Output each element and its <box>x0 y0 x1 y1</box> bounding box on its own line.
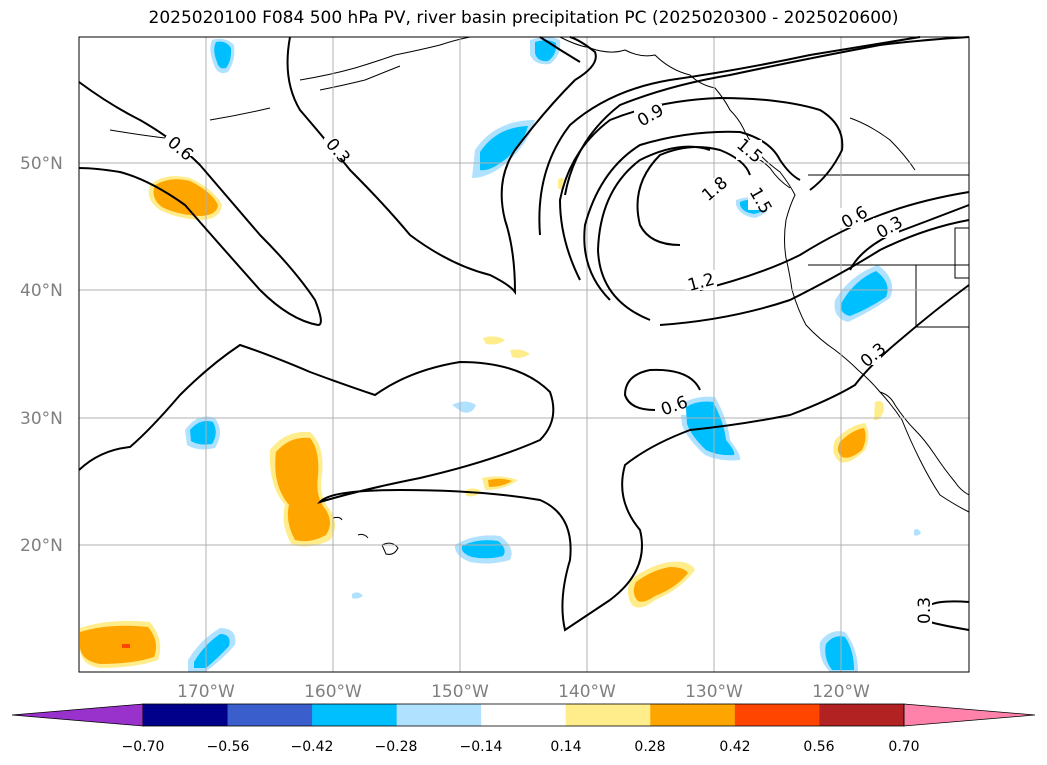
colorbar-tick-label: −0.70 <box>122 739 165 755</box>
colorbar-segment <box>565 704 651 726</box>
colorbar <box>11 703 1036 727</box>
colorbar-extend-high <box>903 703 1036 727</box>
colorbar-segment <box>734 704 820 726</box>
colorbar-segment <box>143 704 229 726</box>
lat-label: 30°N <box>20 409 63 429</box>
lat-label: 20°N <box>20 536 63 556</box>
contour-label: 0.3 <box>915 597 935 624</box>
lon-label: 120°W <box>812 682 870 702</box>
lat-label: 50°N <box>20 154 63 174</box>
lat-label: 40°N <box>20 281 63 301</box>
colorbar-segment <box>819 704 905 726</box>
positive-precip-regions <box>80 176 884 668</box>
colorbar-segment <box>481 704 567 726</box>
lon-label: 160°W <box>304 682 362 702</box>
lon-label: 170°W <box>177 682 235 702</box>
colorbar-tick-label: 0.42 <box>719 739 750 755</box>
colorbar-tick-label: −0.42 <box>291 739 334 755</box>
negative-precip-regions <box>185 37 921 672</box>
lon-label: 140°W <box>558 682 616 702</box>
colorbar-tick-labels: −0.70 −0.56 −0.42 −0.28 −0.14 0.14 0.28 … <box>122 739 920 755</box>
colorbar-segment <box>227 704 313 726</box>
colorbar-tick-label: 0.28 <box>634 739 665 755</box>
colorbar-tick-label: −0.14 <box>460 739 503 755</box>
longitude-labels: 170°W 160°W 150°W 140°W 130°W 120°W <box>177 682 870 702</box>
lon-label: 150°W <box>431 682 489 702</box>
gridlines <box>79 37 969 672</box>
map-title: 2025020100 F084 500 hPa PV, river basin … <box>148 8 899 28</box>
colorbar-segment <box>396 704 482 726</box>
latitude-labels: 50°N 40°N 30°N 20°N <box>20 154 63 556</box>
map-border <box>78 36 970 673</box>
colorbar-segment <box>312 704 398 726</box>
colorbar-border <box>142 703 905 727</box>
colorbar-extend-low <box>11 703 144 727</box>
colorbar-segment <box>650 704 736 726</box>
colorbar-tick-label: 0.56 <box>803 739 834 755</box>
colorbar-tick-label: 0.14 <box>550 739 581 755</box>
colorbar-tick-label: −0.28 <box>375 739 418 755</box>
colorbar-tick-label: −0.56 <box>207 739 250 755</box>
colorbar-tick-label: 0.70 <box>888 739 919 755</box>
lon-label: 130°W <box>685 682 743 702</box>
